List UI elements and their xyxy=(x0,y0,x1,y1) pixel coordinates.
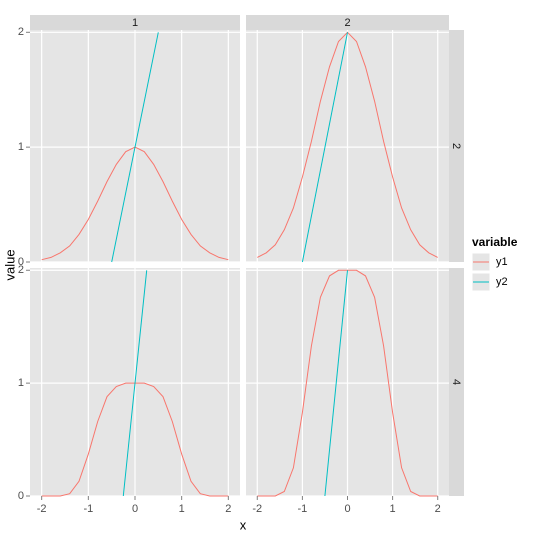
y-tick-label: 0 xyxy=(18,256,24,268)
y-tick-label: 1 xyxy=(18,141,24,153)
strip-label: 2 xyxy=(344,17,350,29)
strip-label: 1 xyxy=(132,17,138,29)
x-tick-label: 2 xyxy=(225,503,231,515)
series-line xyxy=(111,32,159,263)
strip-label: 4 xyxy=(450,379,462,385)
x-tick-label: -1 xyxy=(297,503,307,515)
x-tick-label: -2 xyxy=(252,503,262,515)
series-line xyxy=(301,32,348,263)
y-tick-label: 2 xyxy=(18,26,24,38)
x-tick-label: 0 xyxy=(132,503,138,515)
strip xyxy=(449,268,464,496)
legend-title: variable xyxy=(472,235,518,249)
legend-label: y1 xyxy=(496,256,508,268)
y-axis-label: value xyxy=(2,249,17,280)
strip-label: 2 xyxy=(450,143,462,149)
x-tick-label: -1 xyxy=(83,503,93,515)
y-tick-label: 1 xyxy=(18,377,24,389)
y-tick-label: 0 xyxy=(18,490,24,502)
y-tick-label: 2 xyxy=(18,264,24,276)
series-line xyxy=(122,270,148,497)
x-axis-label: x xyxy=(240,517,247,532)
x-tick-label: 1 xyxy=(390,503,396,515)
x-tick-label: 0 xyxy=(344,503,350,515)
x-tick-label: 1 xyxy=(179,503,185,515)
strip xyxy=(30,15,240,30)
x-tick-label: 2 xyxy=(435,503,441,515)
legend-label: y2 xyxy=(496,276,508,288)
x-tick-label: -2 xyxy=(37,503,47,515)
strip xyxy=(449,30,464,262)
strip xyxy=(246,15,449,30)
series-line xyxy=(324,270,348,497)
